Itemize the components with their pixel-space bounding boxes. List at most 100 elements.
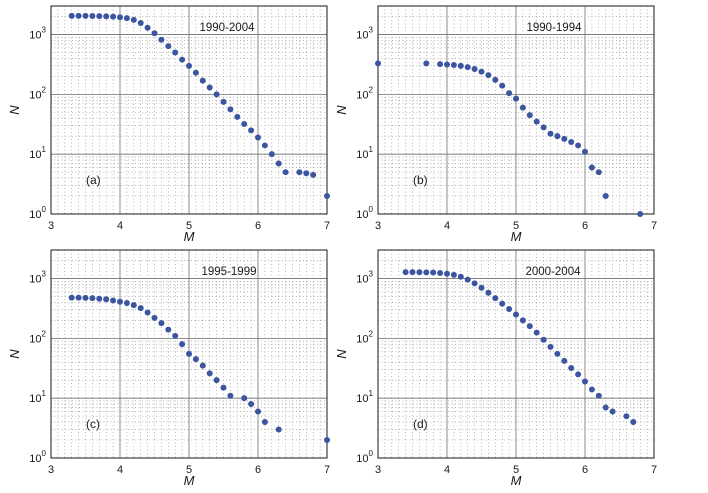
data-point (206, 84, 213, 91)
data-point (444, 61, 450, 68)
chart-title: 1990-1994 (527, 22, 583, 34)
x-tick-label: 6 (255, 220, 261, 232)
data-point (151, 30, 158, 37)
data-point (117, 14, 123, 21)
major-grid (51, 6, 327, 214)
data-point (324, 192, 330, 199)
data-point (199, 362, 206, 369)
y-axis-label: N (7, 105, 22, 115)
data-point (123, 300, 130, 307)
data-point (137, 19, 144, 26)
y-tick-label: 102 (29, 85, 46, 101)
data-point (68, 294, 75, 301)
data-point (179, 341, 186, 348)
data-point (255, 408, 261, 415)
data-point (450, 61, 457, 68)
y-tick-label: 102 (29, 329, 46, 345)
data-point (186, 350, 192, 357)
data-point (554, 133, 561, 140)
data-point (213, 377, 220, 384)
data-point (602, 404, 609, 411)
panel-2: 3 4 5 6 7 100 101 102 103 M N 1990-1994 (b) (334, 5, 657, 244)
data-point (554, 350, 561, 357)
y-tick-label: 100 (29, 205, 46, 221)
data-point (506, 305, 513, 312)
chart-title: 2000-2004 (526, 266, 582, 278)
data-point (423, 269, 430, 276)
y-tick-label: 101 (29, 389, 46, 405)
data-point (430, 269, 437, 276)
data-point (402, 269, 409, 276)
plot-frame (377, 5, 655, 215)
major-grid (378, 250, 654, 458)
data-point (75, 294, 82, 301)
data-point (540, 336, 547, 343)
data-point (255, 134, 261, 141)
data-point (582, 378, 588, 385)
data-point (478, 68, 485, 75)
y-axis-label: N (7, 349, 22, 359)
data-point (568, 364, 575, 371)
data-point (248, 400, 255, 407)
data-point (492, 295, 499, 302)
data-point (275, 160, 282, 167)
data-point (485, 72, 492, 79)
data-point (444, 270, 450, 277)
data-point (506, 90, 513, 97)
data-point (450, 271, 457, 278)
panel-3: 3 4 5 6 7 100 101 102 103 M N 1995-1999 (c) (7, 249, 330, 488)
data-points (375, 60, 644, 217)
major-grid (51, 250, 327, 458)
y-tick-label: 103 (29, 270, 46, 286)
data-point (137, 305, 144, 312)
data-point (575, 371, 582, 378)
data-point (241, 120, 248, 127)
data-point (165, 326, 172, 333)
data-points (402, 269, 637, 425)
x-tick-label: 7 (324, 220, 330, 232)
x-tick-label: 5 (186, 220, 192, 232)
y-tick-label: 103 (29, 26, 46, 42)
data-point (595, 169, 602, 176)
data-point (227, 106, 234, 113)
x-tick-label: 5 (186, 464, 192, 476)
x-tick-label: 5 (513, 220, 519, 232)
data-point (575, 142, 582, 149)
data-point (192, 69, 199, 76)
x-tick-label: 3 (375, 464, 381, 476)
data-point (547, 130, 554, 137)
x-tick-label: 7 (651, 220, 657, 232)
y-tick-label: 100 (356, 449, 373, 465)
y-tick-label: 100 (356, 205, 373, 221)
data-point (471, 280, 478, 287)
data-point (130, 302, 137, 309)
data-point (437, 61, 444, 68)
data-point (637, 211, 644, 217)
data-point (89, 295, 96, 302)
plot-frame (50, 249, 328, 459)
data-point (588, 386, 595, 393)
panel-label: (a) (86, 173, 101, 187)
data-point (540, 124, 547, 131)
data-point (547, 343, 554, 350)
data-point (103, 296, 110, 303)
data-point (478, 284, 485, 291)
data-point (213, 91, 220, 98)
data-point (248, 127, 255, 134)
data-point (117, 298, 123, 305)
panel-label: (b) (413, 173, 428, 187)
data-point (499, 300, 506, 307)
y-tick-label: 102 (356, 85, 373, 101)
data-point (96, 295, 103, 302)
data-point (234, 113, 241, 120)
data-point (519, 104, 526, 111)
data-point (595, 392, 602, 399)
plot-frame (377, 249, 655, 459)
panel-label: (d) (413, 417, 428, 431)
data-point (630, 418, 637, 425)
data-point (519, 317, 526, 324)
data-point (103, 13, 110, 20)
data-point (89, 13, 96, 20)
panel-label: (c) (86, 417, 100, 431)
